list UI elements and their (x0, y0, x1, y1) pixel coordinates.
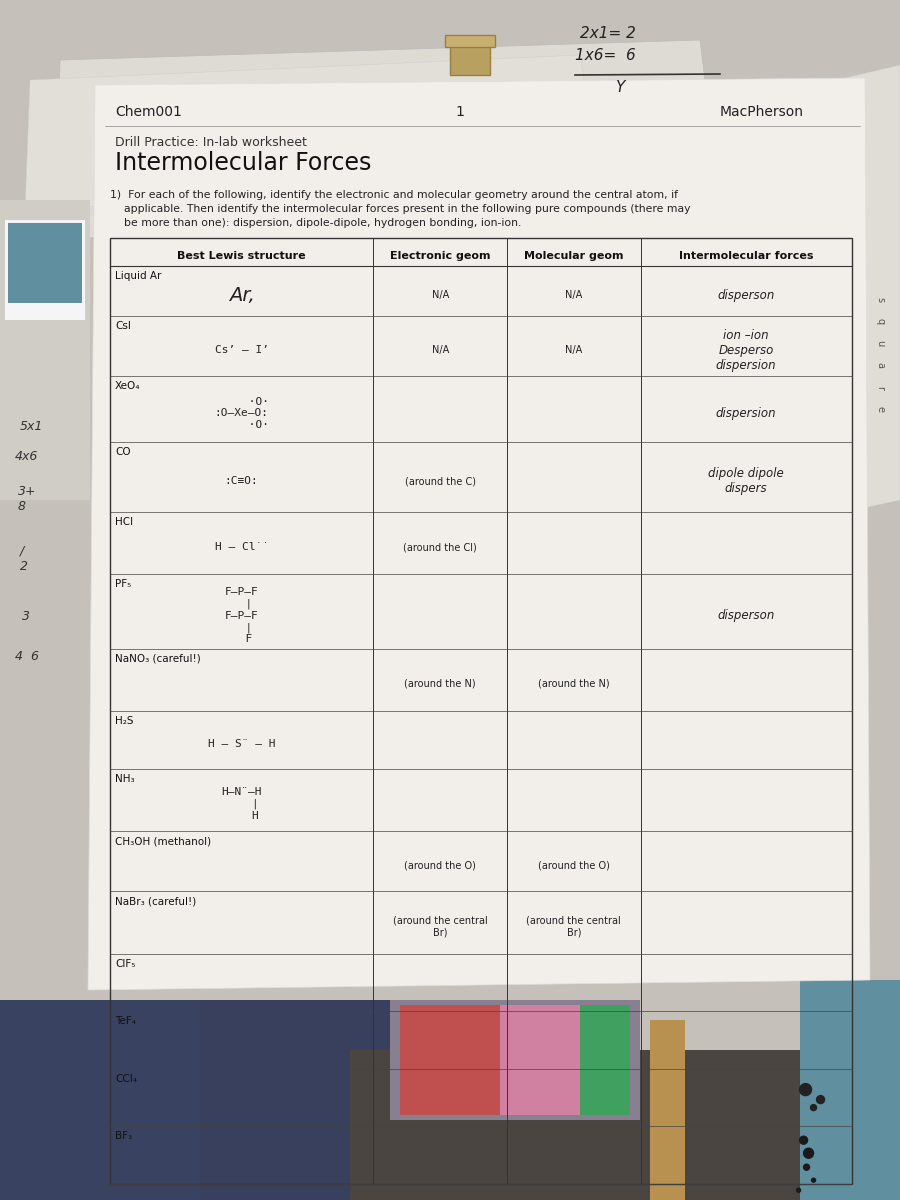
Text: e: e (875, 406, 885, 412)
Bar (390, 1000, 640, 1120)
Text: H – S̈ – H: H – S̈ – H (208, 739, 275, 749)
Bar (445, 35, 495, 47)
Circle shape (812, 1178, 815, 1182)
Text: r: r (875, 386, 885, 390)
Text: a: a (875, 362, 885, 368)
Text: H–N̈–H
    |
    H: H–N̈–H | H (221, 787, 262, 821)
Text: 4x6: 4x6 (15, 450, 39, 463)
Text: applicable. Then identify the intermolecular forces present in the following pur: applicable. Then identify the intermolec… (110, 204, 690, 214)
Text: (around the O): (around the O) (538, 860, 609, 870)
Bar (8, 223, 82, 302)
Text: dispersion: dispersion (716, 407, 777, 420)
Circle shape (799, 1136, 807, 1144)
Text: PF₅: PF₅ (115, 580, 131, 589)
Text: CO: CO (115, 448, 130, 457)
Text: Intermolecular forces: Intermolecular forces (679, 251, 814, 260)
Circle shape (799, 1084, 812, 1096)
Text: NaBr₃ (careful!): NaBr₃ (careful!) (115, 896, 196, 906)
Circle shape (804, 1148, 814, 1158)
Circle shape (796, 1188, 801, 1192)
Text: :C≡O:: :C≡O: (225, 476, 258, 486)
Text: ClF₅: ClF₅ (115, 959, 135, 968)
Text: N/A: N/A (432, 290, 449, 300)
Bar (580, 1006, 630, 1115)
Text: disperson: disperson (717, 289, 775, 301)
Bar (650, 1020, 685, 1200)
Text: N/A: N/A (565, 290, 582, 300)
Text: 2x1= 2: 2x1= 2 (580, 26, 636, 41)
Text: ·O·
:O–Xe–O:
     ·O·: ·O· :O–Xe–O: ·O· (215, 397, 269, 430)
Text: Liquid Ar: Liquid Ar (115, 271, 161, 281)
Text: (around the central
Br): (around the central Br) (526, 916, 621, 937)
Text: H₂S: H₂S (115, 716, 133, 726)
Bar (800, 980, 900, 1200)
Text: u: u (875, 340, 885, 346)
Text: N/A: N/A (432, 346, 449, 355)
Text: be more than one): dispersion, dipole-dipole, hydrogen bonding, ion-ion.: be more than one): dispersion, dipole-di… (110, 218, 521, 228)
Text: Best Lewis structure: Best Lewis structure (177, 251, 306, 260)
Text: q: q (875, 318, 885, 324)
Text: 1x6=  6: 1x6= 6 (575, 48, 635, 62)
Text: TeF₄: TeF₄ (115, 1016, 136, 1026)
Text: NH₃: NH₃ (115, 774, 135, 784)
Text: N/A: N/A (565, 346, 582, 355)
Bar (500, 1006, 580, 1115)
Text: Drill Practice: In-lab worksheet: Drill Practice: In-lab worksheet (115, 136, 307, 149)
Circle shape (816, 1096, 824, 1104)
Text: CCl₄: CCl₄ (115, 1074, 137, 1084)
Circle shape (811, 1104, 816, 1110)
Text: (around the Cl): (around the Cl) (403, 542, 477, 552)
Text: (around the central
Br): (around the central Br) (392, 916, 488, 937)
Bar (350, 1050, 900, 1200)
Text: ion –ion
Desperso
dispersion: ion –ion Desperso dispersion (716, 329, 777, 372)
Bar (0, 1000, 200, 1200)
Text: NaNO₃ (careful!): NaNO₃ (careful!) (115, 654, 201, 664)
Text: (around the C): (around the C) (405, 476, 476, 486)
Text: Cs’ – I’: Cs’ – I’ (215, 346, 269, 355)
Text: CsI: CsI (115, 322, 130, 331)
Text: disperson: disperson (717, 610, 775, 622)
Text: 5x1: 5x1 (20, 420, 43, 433)
Text: Ar,: Ar, (229, 286, 255, 305)
Polygon shape (88, 78, 870, 990)
Polygon shape (845, 65, 900, 510)
Circle shape (804, 1164, 810, 1170)
Text: F–P–F
  |
F–P–F
  |
  F: F–P–F | F–P–F | F (225, 587, 258, 644)
Text: CH₃OH (methanol): CH₃OH (methanol) (115, 836, 212, 846)
Text: (around the N): (around the N) (538, 679, 609, 689)
Bar (110, 238, 852, 1184)
Text: (around the O): (around the O) (404, 860, 476, 870)
Bar (450, 44, 490, 74)
Bar (0, 1000, 450, 1200)
Text: Chem001: Chem001 (115, 104, 182, 119)
Text: dipole dipole
dispers: dipole dipole dispers (708, 467, 784, 496)
Text: Y: Y (615, 80, 625, 95)
Text: BF₃: BF₃ (115, 1132, 132, 1141)
Text: 3+
8: 3+ 8 (18, 485, 37, 514)
Bar (0, 200, 90, 500)
Text: H – Cl̇̇: H – Cl̇̇ (215, 542, 269, 552)
Polygon shape (25, 55, 600, 210)
Text: Molecular geom: Molecular geom (524, 251, 624, 260)
Text: 1)  For each of the following, identify the electronic and molecular geometry ar: 1) For each of the following, identify t… (110, 190, 678, 200)
Text: (around the N): (around the N) (404, 679, 476, 689)
Text: XeO₄: XeO₄ (115, 382, 140, 391)
Text: /
2: / 2 (20, 545, 28, 572)
Text: 1: 1 (455, 104, 464, 119)
Polygon shape (55, 40, 720, 240)
Bar (400, 1006, 500, 1115)
Text: Electronic geom: Electronic geom (390, 251, 490, 260)
Bar (5, 220, 85, 320)
Text: 3: 3 (22, 610, 30, 623)
Text: 4  6: 4 6 (15, 650, 39, 662)
Text: Intermolecular Forces: Intermolecular Forces (115, 151, 372, 175)
Text: s: s (875, 296, 885, 302)
Text: MacPherson: MacPherson (720, 104, 804, 119)
Text: HCl: HCl (115, 517, 133, 527)
